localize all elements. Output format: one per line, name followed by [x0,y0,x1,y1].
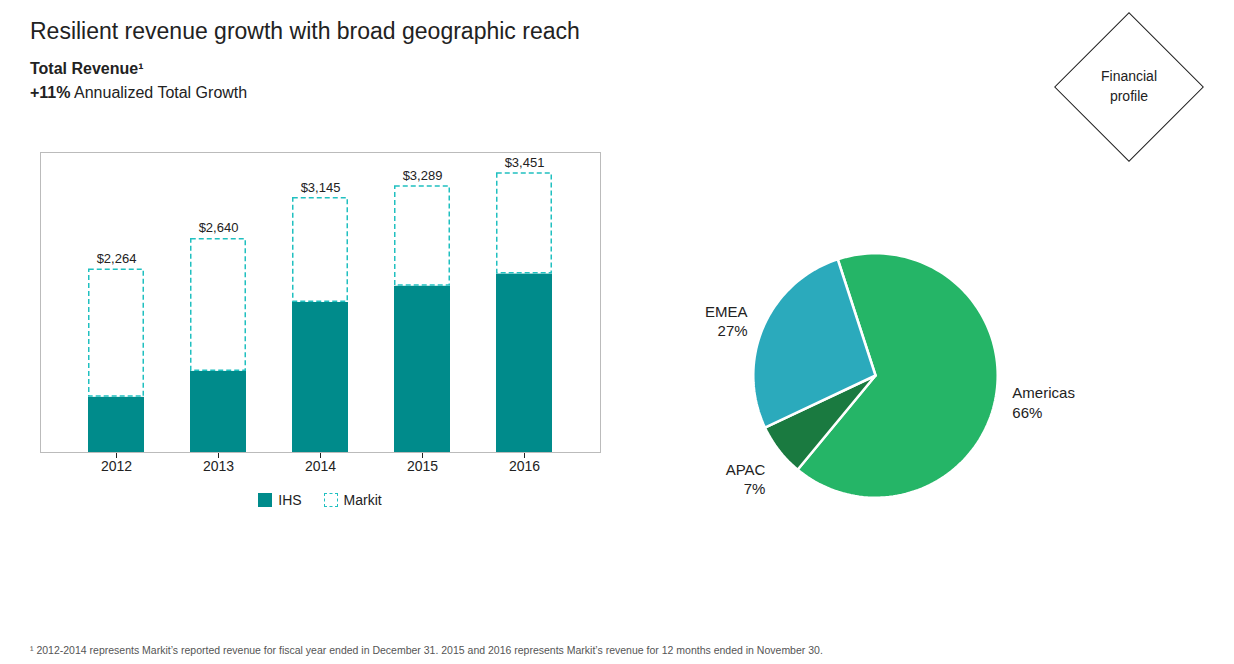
html-text:Markit: Markit [343,492,382,508]
svg-text:EMEA27%: EMEA27% [705,303,748,340]
html-text:IHS: IHS [278,492,302,508]
svg-text:2016: 2016 [509,458,540,474]
svg-text:$2,264: $2,264 [97,251,137,266]
svg-text:2015: 2015 [407,458,438,474]
svg-text:$3,289: $3,289 [403,168,443,183]
html-text:¹ 2012-2014 represents Markit’: ¹ 2012-2014 represents Markit’s reported… [30,644,823,656]
svg-text:2014: 2014 [305,458,336,474]
svg-text:APAC7%: APAC7% [726,461,766,498]
svg-text:$3,145: $3,145 [301,180,341,195]
html-text:Resilient revenue growth with: Resilient revenue growth with broad geog… [30,18,580,44]
svg-text:$3,451: $3,451 [505,155,545,170]
svg-text:Americas66%: Americas66% [1012,384,1075,421]
html-text:Total Revenue¹: Total Revenue¹ [30,60,144,77]
html-text:Financial profile: Financial profile [1101,68,1157,104]
svg-text:2013: 2013 [203,458,234,474]
svg-text:2012: 2012 [101,458,132,474]
svg-text:$2,640: $2,640 [199,220,239,235]
html-text:+11% Annualized Total Growth: +11% Annualized Total Growth [30,84,248,101]
